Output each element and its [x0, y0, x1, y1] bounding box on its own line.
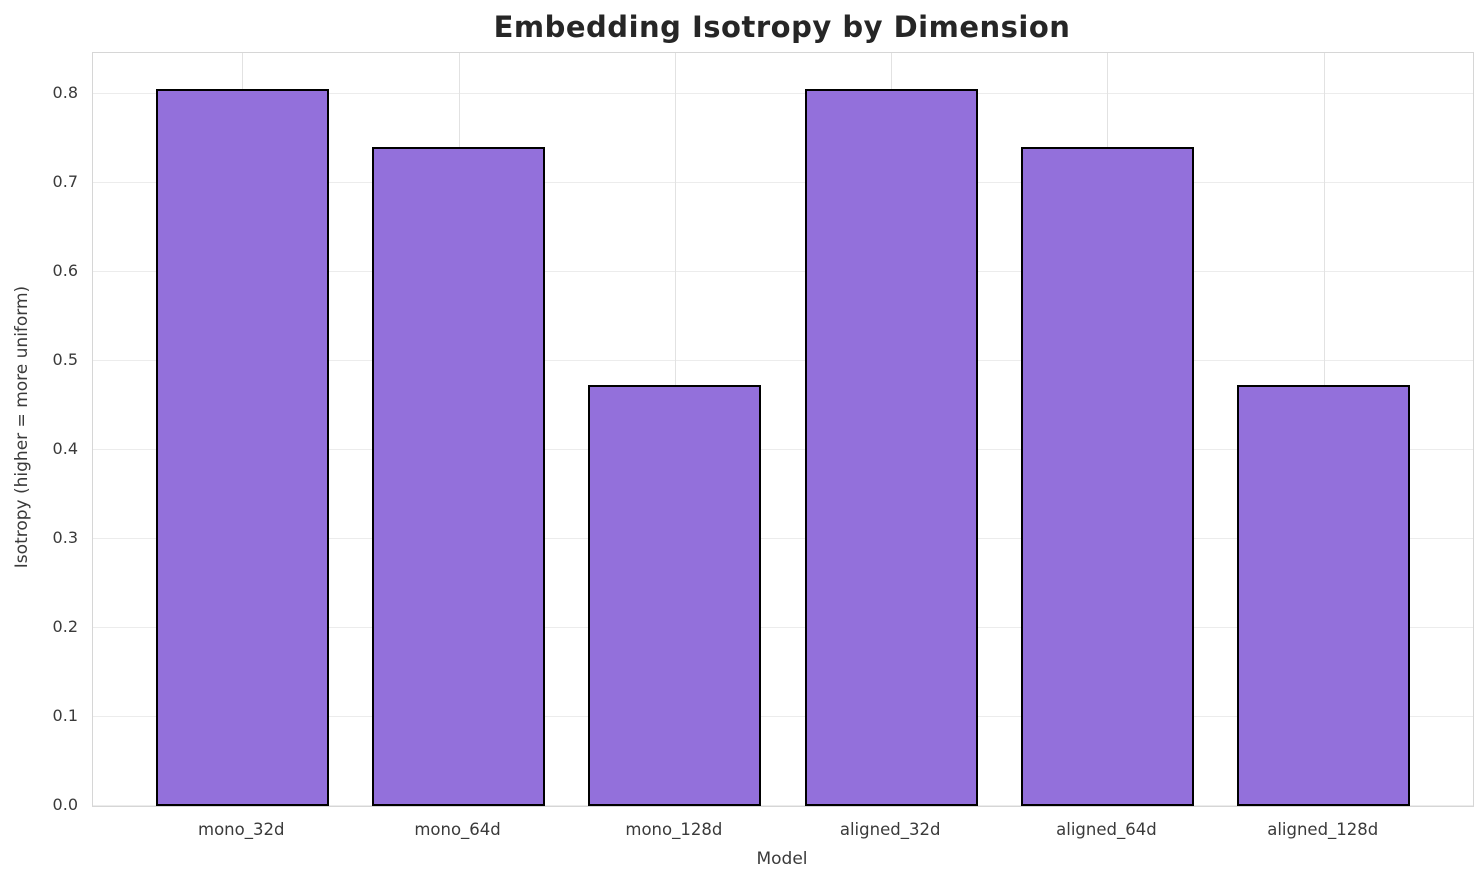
- gridline-horizontal: [93, 449, 1473, 451]
- gridline-horizontal: [93, 360, 1473, 362]
- gridline-horizontal: [93, 182, 1473, 184]
- y-tick-label: 0.2: [52, 617, 78, 637]
- gridline-horizontal: [93, 716, 1473, 718]
- bar-aligned_128d: [1237, 385, 1411, 806]
- gridline-horizontal: [93, 627, 1473, 629]
- x-tick-label: mono_32d: [198, 820, 285, 839]
- y-tick-label: 0.5: [52, 350, 78, 370]
- bar-mono_64d: [372, 146, 546, 806]
- x-tick-label: aligned_128d: [1267, 820, 1379, 839]
- x-axis-label: Model: [756, 849, 808, 869]
- y-axis-label: Isotropy (higher = more uniform): [12, 285, 32, 569]
- gridline-horizontal: [93, 538, 1473, 540]
- x-tick-label: mono_64d: [414, 820, 501, 839]
- y-tick-label: 0.4: [52, 439, 78, 459]
- y-tick-label: 0.0: [52, 795, 78, 814]
- plot-area: [92, 52, 1474, 807]
- y-tick-label: 0.1: [52, 706, 78, 726]
- y-tick-label: 0.8: [52, 83, 78, 103]
- gridline-horizontal: [93, 805, 1473, 806]
- bar-mono_32d: [155, 88, 329, 806]
- bar-aligned_32d: [804, 88, 978, 806]
- y-tick-label: 0.3: [52, 528, 78, 548]
- bar-mono_128d: [588, 385, 762, 806]
- x-tick-label: mono_128d: [625, 820, 723, 839]
- x-tick-label: aligned_64d: [1056, 820, 1157, 839]
- chart-title: Embedding Isotropy by Dimension: [493, 10, 1071, 44]
- y-tick-label: 0.7: [52, 172, 78, 192]
- y-tick-label: 0.6: [52, 261, 78, 281]
- gridline-horizontal: [93, 93, 1473, 95]
- gridline-horizontal: [93, 271, 1473, 273]
- x-tick-label: aligned_32d: [839, 820, 941, 839]
- bar-aligned_64d: [1020, 146, 1194, 806]
